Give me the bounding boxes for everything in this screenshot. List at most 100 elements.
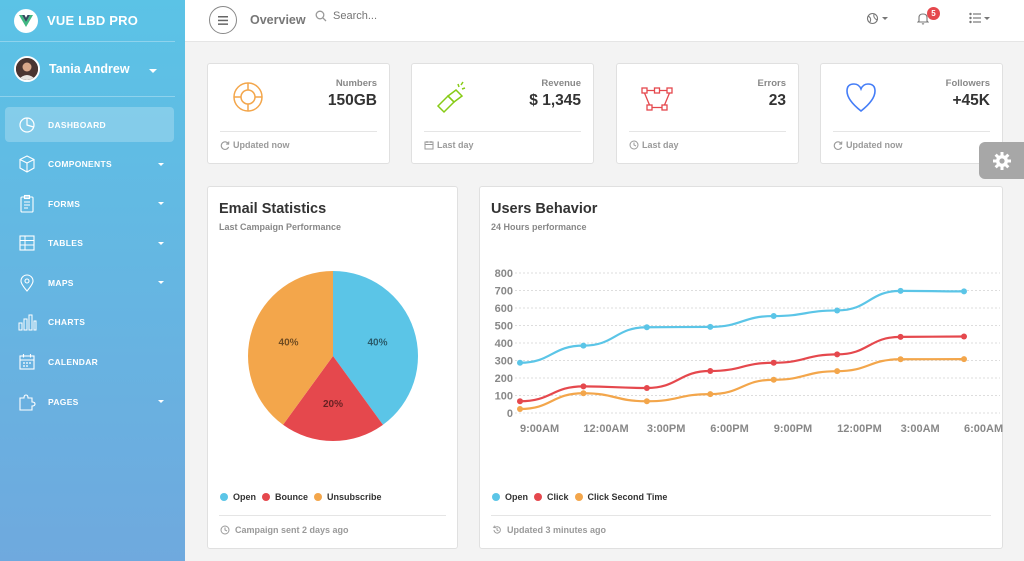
chart-legend: Open Bounce Unsubscribe bbox=[220, 492, 388, 502]
series-line-open bbox=[519, 289, 965, 364]
more-menu-dropdown[interactable] bbox=[969, 12, 990, 24]
search-input[interactable] bbox=[333, 10, 453, 22]
stat-card-errors: Errors 23 Last day bbox=[616, 63, 799, 164]
table-icon bbox=[17, 233, 37, 253]
data-point bbox=[897, 356, 904, 363]
x-tick-label: 6:00PM bbox=[710, 423, 749, 435]
stat-label: Errors bbox=[757, 78, 786, 89]
card-title: Users Behavior bbox=[491, 201, 598, 217]
legend-item: Bounce bbox=[262, 492, 308, 502]
stat-value: 23 bbox=[768, 92, 786, 109]
card-title: Email Statistics bbox=[219, 201, 327, 217]
sidebar-item-tables[interactable]: TABLES bbox=[5, 226, 174, 261]
calendar-icon bbox=[424, 141, 434, 150]
email-statistics-card: Email Statistics Last Campaign Performan… bbox=[207, 186, 458, 549]
bar-chart-icon bbox=[17, 312, 37, 332]
cube-icon bbox=[17, 154, 37, 174]
user-menu[interactable]: Tania Andrew bbox=[0, 42, 175, 97]
chevron-down-icon bbox=[149, 69, 157, 73]
sidebar-item-maps[interactable]: MAPS bbox=[5, 265, 174, 300]
stat-label: Numbers bbox=[335, 78, 377, 89]
chevron-down-icon bbox=[158, 241, 164, 245]
sidebar-item-label: COMPONENTS bbox=[48, 159, 112, 170]
pie-slice-open bbox=[333, 271, 419, 425]
stat-footer-text: Last day bbox=[642, 140, 679, 150]
legend-label: Unsubscribe bbox=[327, 492, 382, 502]
sidebar-item-charts[interactable]: CHARTS bbox=[5, 305, 174, 340]
legend-item: Open bbox=[492, 492, 528, 502]
legend-item: Unsubscribe bbox=[314, 492, 382, 502]
pie-chart: 40% 20% 40% bbox=[247, 271, 419, 441]
x-tick-label: 12:00PM bbox=[837, 423, 882, 435]
clipboard-icon bbox=[17, 194, 37, 214]
data-point bbox=[961, 288, 967, 295]
data-point bbox=[707, 391, 714, 398]
sidebar-item-calendar[interactable]: CALENDAR bbox=[5, 345, 174, 380]
y-tick-label: 200 bbox=[495, 373, 513, 385]
fixed-settings-button[interactable] bbox=[979, 142, 1024, 179]
flashlight-icon bbox=[436, 81, 466, 114]
stat-footer-text: Updated now bbox=[846, 140, 903, 150]
y-tick-label: 500 bbox=[495, 321, 513, 333]
legend-label: Bounce bbox=[275, 492, 309, 502]
pie-data-label: 40% bbox=[279, 338, 299, 349]
y-tick-label: 300 bbox=[495, 356, 513, 368]
user-name: Tania Andrew bbox=[49, 62, 130, 76]
data-point bbox=[834, 307, 841, 314]
pie-slice-bounce bbox=[283, 356, 383, 441]
legend-dot bbox=[534, 493, 543, 501]
data-point bbox=[897, 333, 904, 340]
users-behavior-card: Users Behavior 24 Hours performance 0 100… bbox=[479, 186, 1003, 549]
world-dropdown[interactable] bbox=[866, 12, 888, 25]
y-tick-label: 700 bbox=[495, 286, 513, 298]
menu-toggle-button[interactable] bbox=[209, 6, 237, 34]
legend-dot bbox=[492, 493, 500, 501]
chevron-down-icon bbox=[158, 281, 164, 285]
y-tick-label: 100 bbox=[495, 391, 513, 403]
stat-card-revenue: Revenue $ 1,345 Last day bbox=[411, 63, 594, 164]
bell-icon bbox=[917, 13, 929, 25]
card-subtitle: Last Campaign Performance bbox=[219, 222, 342, 232]
series-line-click-second-time bbox=[519, 358, 965, 411]
sidebar-item-components[interactable]: COMPONENTS bbox=[5, 147, 174, 182]
chevron-down-icon bbox=[984, 16, 990, 20]
stat-value: +45K bbox=[952, 92, 991, 109]
stat-label: Revenue bbox=[541, 78, 581, 89]
stat-value: $ 1,345 bbox=[529, 92, 581, 109]
search-icon bbox=[315, 10, 327, 22]
data-point bbox=[707, 368, 714, 374]
data-point bbox=[580, 342, 587, 349]
footer-text: Updated 3 minutes ago bbox=[507, 525, 607, 535]
sidebar-item-label: FORMS bbox=[48, 198, 81, 209]
chart-legend: Open Click Click Second Time bbox=[492, 492, 673, 502]
data-point bbox=[517, 359, 523, 366]
stat-card-followers: Followers +45K Updated now bbox=[820, 63, 1003, 164]
sidebar-item-pages[interactable]: PAGES bbox=[5, 384, 174, 419]
map-pin-icon bbox=[17, 273, 37, 293]
sidebar-item-label: MAPS bbox=[48, 277, 74, 288]
legend-label: Open bbox=[233, 492, 257, 502]
pie-slice-unsubscribe bbox=[247, 271, 333, 425]
legend-item: Click bbox=[534, 492, 569, 502]
data-point bbox=[517, 405, 523, 412]
history-icon bbox=[492, 525, 501, 534]
card-footer: Updated 3 minutes ago bbox=[492, 525, 606, 535]
data-point bbox=[961, 356, 967, 363]
line-chart: 0 100 200 300 400 500 600 700 800 9:00AM 12:00AM 3:… bbox=[495, 268, 1003, 435]
notifications-dropdown[interactable]: 5 bbox=[917, 7, 940, 25]
data-point bbox=[643, 384, 650, 391]
heart-icon bbox=[846, 83, 876, 113]
calendar-icon bbox=[17, 352, 37, 372]
data-point bbox=[643, 398, 650, 405]
legend-dot bbox=[220, 493, 228, 501]
sidebar-item-dashboard[interactable]: DASHBOARD bbox=[5, 107, 174, 142]
sidebar-item-forms[interactable]: FORMS bbox=[5, 186, 174, 221]
x-tick-label: 6:00AM bbox=[964, 423, 1003, 435]
legend-label: Click bbox=[547, 492, 569, 502]
brand[interactable]: VUE LBD PRO bbox=[0, 0, 175, 42]
sidebar-item-label: CALENDAR bbox=[48, 357, 99, 368]
sidebar-item-label: CHARTS bbox=[48, 317, 86, 328]
stat-footer-text: Updated now bbox=[233, 140, 290, 150]
data-point bbox=[770, 313, 777, 320]
list-icon bbox=[969, 12, 981, 24]
